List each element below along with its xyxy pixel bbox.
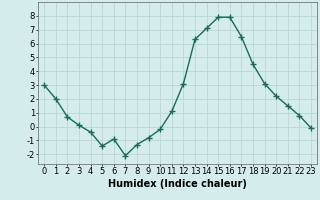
X-axis label: Humidex (Indice chaleur): Humidex (Indice chaleur) <box>108 179 247 189</box>
